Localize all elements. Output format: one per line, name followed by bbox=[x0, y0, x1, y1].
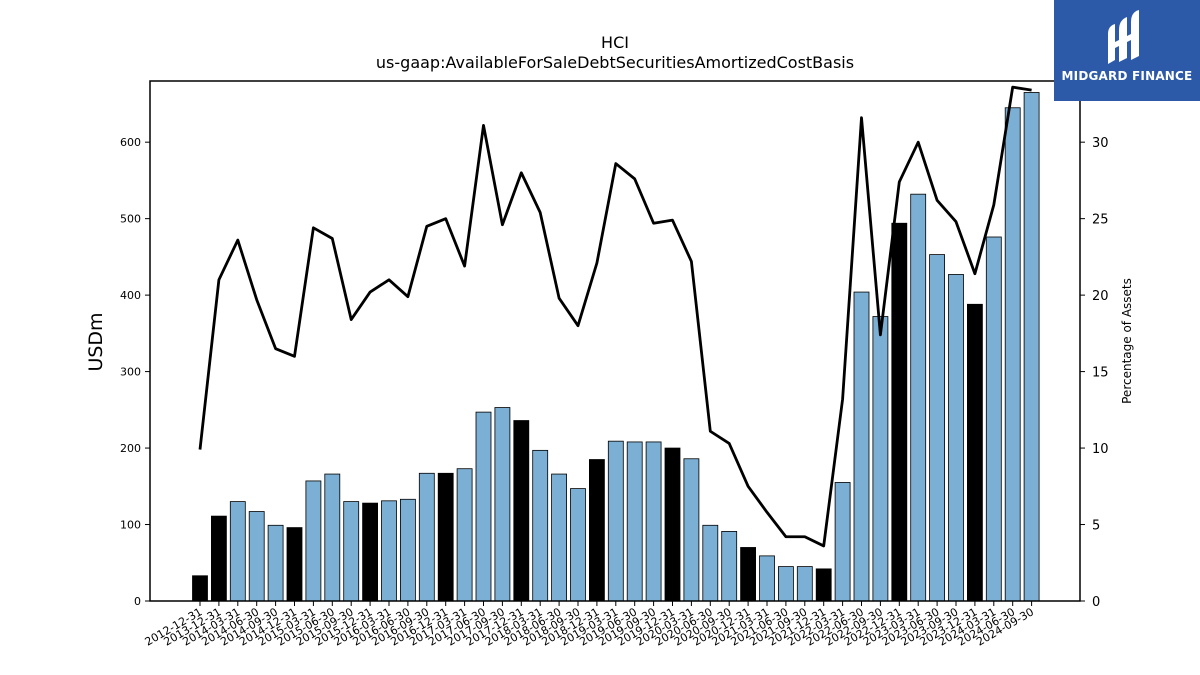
y2-tick-label: 30 bbox=[1092, 136, 1109, 151]
plot-frame bbox=[149, 80, 1081, 602]
bar-2015-09-30 bbox=[343, 501, 360, 602]
brand-logo: MIDGARD FINANCE bbox=[1054, 0, 1200, 101]
bar-2017-12-31 bbox=[513, 420, 530, 602]
bar-2016-03-31 bbox=[381, 500, 397, 602]
bar-2017-03-31 bbox=[456, 468, 473, 602]
bar-2015-03-31 bbox=[305, 480, 322, 602]
percentage-line bbox=[198, 85, 1032, 548]
bar-2014-06-30 bbox=[248, 511, 265, 602]
y-tick-label: 0 bbox=[134, 595, 141, 608]
y2-tick-label: 20 bbox=[1092, 289, 1109, 304]
bar-2018-09-30 bbox=[570, 488, 586, 602]
y2-tick-label: 15 bbox=[1092, 366, 1109, 381]
y2-axis-label: Percentage of Assets bbox=[1120, 278, 1134, 404]
bar-2017-06-30 bbox=[475, 411, 492, 602]
bar-2016-09-30 bbox=[418, 472, 435, 602]
bar-2021-06-30 bbox=[778, 566, 794, 602]
y2-tick-label: 5 bbox=[1092, 519, 1100, 534]
bar-2023-12-31 bbox=[967, 303, 983, 602]
bar-2015-06-30 bbox=[324, 473, 341, 602]
chart-subtitle: us-gaap:AvailableForSaleDebtSecuritiesAm… bbox=[376, 53, 854, 72]
bar-2022-03-31 bbox=[834, 482, 851, 602]
line-series bbox=[198, 85, 1032, 548]
chart-title: HCI bbox=[601, 33, 629, 52]
bar-2021-12-31 bbox=[815, 568, 832, 602]
bar-2022-06-30 bbox=[853, 291, 870, 602]
bar-series bbox=[192, 92, 1040, 602]
y-tick-label: 500 bbox=[120, 213, 141, 226]
bar-2024-03-31 bbox=[985, 236, 1002, 602]
bar-2023-09-30 bbox=[948, 274, 964, 602]
y-tick-label: 300 bbox=[120, 366, 141, 379]
bar-2020-03-31 bbox=[683, 458, 700, 602]
bar-2020-06-30 bbox=[702, 524, 719, 602]
bar-2018-03-31 bbox=[532, 449, 549, 602]
brand-name: MIDGARD FINANCE bbox=[1061, 69, 1193, 83]
bar-2022-12-31 bbox=[891, 222, 908, 602]
bar-2019-12-31 bbox=[664, 447, 681, 602]
bar-2018-12-31 bbox=[589, 459, 605, 602]
bar-2021-09-30 bbox=[796, 566, 813, 602]
bar-2022-09-30 bbox=[872, 316, 889, 602]
bar-2016-06-30 bbox=[399, 498, 416, 602]
bar-2013-12-31 bbox=[210, 515, 227, 602]
y-tick-label: 100 bbox=[120, 519, 141, 532]
bar-2020-12-31 bbox=[740, 547, 756, 602]
bar-2015-12-31 bbox=[362, 502, 379, 602]
y2-tick-label: 10 bbox=[1092, 442, 1109, 457]
bar-2018-06-30 bbox=[551, 473, 567, 602]
y-tick-label: 400 bbox=[120, 289, 141, 302]
midgard-logo-icon bbox=[1108, 10, 1139, 64]
y-tick-label: 200 bbox=[120, 442, 141, 455]
bar-2014-03-31 bbox=[229, 501, 246, 602]
y-tick-label: 600 bbox=[120, 136, 141, 149]
bar-2024-06-30 bbox=[1004, 107, 1021, 602]
bar-2016-12-31 bbox=[437, 472, 454, 602]
bar-2024-09-30 bbox=[1023, 92, 1040, 602]
bar-2012-12-31 bbox=[192, 575, 208, 602]
bar-2023-03-31 bbox=[910, 193, 927, 602]
y-axis-label: USDm bbox=[85, 312, 107, 371]
bar-2021-03-31 bbox=[759, 555, 775, 602]
bar-2019-09-30 bbox=[645, 441, 662, 602]
y2-tick-label: 0 bbox=[1092, 595, 1100, 610]
bar-2023-06-30 bbox=[929, 254, 945, 602]
bar-2017-09-30 bbox=[494, 407, 511, 602]
bar-2014-12-31 bbox=[286, 527, 303, 602]
bar-2020-09-30 bbox=[721, 531, 738, 602]
axes: 01002003004005006000510152025302012-12-3… bbox=[120, 80, 1109, 649]
bar-2019-06-30 bbox=[626, 441, 643, 602]
y2-tick-label: 25 bbox=[1092, 213, 1109, 228]
bar-2014-09-30 bbox=[267, 524, 284, 602]
bar-2019-03-31 bbox=[607, 440, 624, 602]
